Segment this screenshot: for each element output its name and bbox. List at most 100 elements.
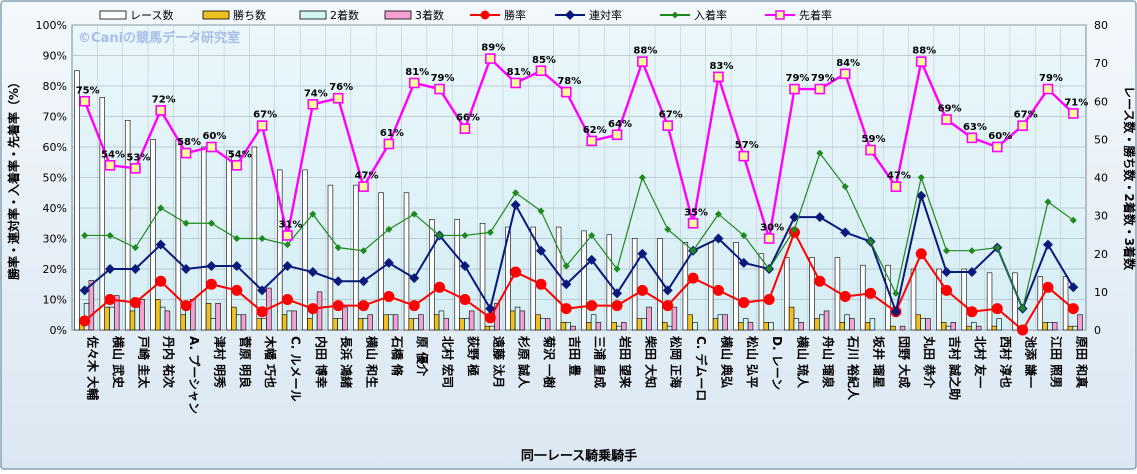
bar-勝ち数 [535,314,541,331]
bar-2着数 [464,318,470,331]
point-入着率 [790,225,798,233]
bar-2着数 [540,318,546,331]
point-入着率 [461,231,469,239]
data-label: 79% [1039,73,1063,84]
bar-3着数 [595,322,602,331]
bar-勝ち数 [510,310,516,331]
point-先着率 [941,114,952,125]
point-勝率 [231,284,243,296]
bar-3着数 [164,310,171,331]
point-連対率 [307,267,318,278]
category-label: 池添 謙一 [1024,336,1039,388]
bar-3着数 [798,322,804,331]
category-label: 横山 和生 [365,336,380,388]
point-勝率 [205,278,217,290]
point-連対率 [485,303,496,314]
bar-3着数 [240,314,247,331]
point-連対率 [79,285,90,296]
point-入着率 [512,189,520,197]
data-label: 61% [380,128,404,139]
point-勝率 [915,248,927,260]
bar-レース数 [986,272,993,331]
point-入着率 [689,247,697,255]
point-連対率 [206,260,217,271]
point-勝率 [560,303,572,315]
point-入着率 [258,235,266,242]
point-先着率 [662,120,674,131]
point-連対率 [510,199,521,210]
point-連対率 [535,245,546,256]
bar-2着数 [388,314,394,331]
data-label: 67% [1014,110,1038,121]
bar-勝ち数 [256,318,262,331]
bar-勝ち数 [459,318,465,331]
left-tick-label: 0% [50,324,67,337]
bar-2着数 [565,322,571,331]
right-tick-label: 40 [1094,172,1108,185]
point-先着率 [814,83,826,95]
bar-勝ち数 [180,314,186,331]
category-label: D. レーン [770,336,784,390]
bar-勝ち数 [433,314,440,331]
bar-3着数 [392,314,399,331]
point-入着率 [714,210,722,218]
point-先着率 [611,129,623,141]
bar-3着数 [139,299,145,331]
bar-勝ち数 [104,306,110,331]
point-勝率 [459,294,471,305]
data-label: 78% [557,76,581,87]
point-連対率 [586,254,597,265]
category-label: 柴田 大知 [643,335,658,388]
category-label: 西村 淳也 [998,336,1013,388]
bar-2着数 [996,318,1002,331]
point-入着率 [765,265,773,273]
data-label: 71% [1064,97,1088,108]
point-先着率 [865,144,876,156]
data-label: 54% [101,149,125,160]
right-tick-label: 20 [1094,248,1108,261]
category-label: 岩田 望来 [618,335,633,389]
bar-3着数 [621,322,627,331]
point-勝率 [941,284,953,296]
point-入着率 [385,225,393,233]
bar-レース数 [403,192,410,331]
bar-2着数 [768,322,774,331]
bar-レース数 [657,238,663,331]
point-先着率 [256,120,268,131]
bar-2着数 [514,306,521,331]
point-連対率 [662,285,673,296]
bar-勝ち数 [281,314,288,331]
point-入着率 [1019,305,1027,313]
point-勝率 [814,275,826,287]
legend-marker [671,11,679,19]
left-tick-label: 60% [43,141,67,154]
point-連対率 [130,264,141,274]
point-勝率 [636,284,648,296]
point-先着率 [789,83,800,95]
bar-2着数 [971,322,977,331]
bar-レース数 [454,219,460,331]
legend-marker [565,10,575,20]
left-tick-label: 10% [43,294,67,307]
point-入着率 [740,231,748,239]
category-label: 三浦 皇成 [593,336,608,388]
point-入着率 [233,235,241,242]
data-label: 60% [202,131,226,142]
point-先着率 [966,132,978,144]
category-label: 松山 弘平 [745,336,760,388]
data-labels: 75%54% 53%72%58%60%54%67%31%74%76%47%61%8… [76,43,1089,234]
point-入着率 [892,289,900,297]
point-先着率 [637,56,648,67]
category-label: 戸崎 圭太 [136,336,151,389]
point-勝率 [510,266,522,278]
point-入着率 [1044,198,1052,206]
bar-レース数 [961,268,967,331]
point-入着率 [562,262,570,270]
category-label: 丹内 祐次 [162,336,177,388]
legend-label: 連対率 [589,8,622,22]
bar-2着数 [844,314,850,331]
data-label: 60% [988,131,1012,142]
legend-label: 2着数 [330,8,359,22]
right-tick-label: 50 [1094,133,1108,146]
